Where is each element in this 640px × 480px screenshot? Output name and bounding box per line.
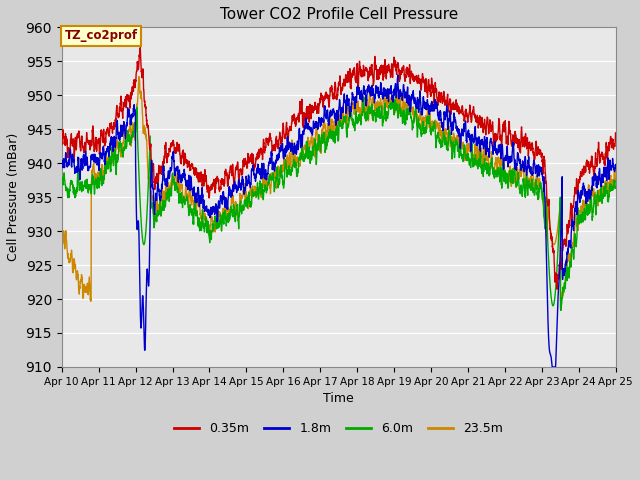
X-axis label: Time: Time [323,392,354,405]
Y-axis label: Cell Pressure (mBar): Cell Pressure (mBar) [7,133,20,261]
Title: Tower CO2 Profile Cell Pressure: Tower CO2 Profile Cell Pressure [220,7,458,22]
Legend: 0.35m, 1.8m, 6.0m, 23.5m: 0.35m, 1.8m, 6.0m, 23.5m [170,418,508,440]
Text: TZ_co2prof: TZ_co2prof [65,29,138,42]
